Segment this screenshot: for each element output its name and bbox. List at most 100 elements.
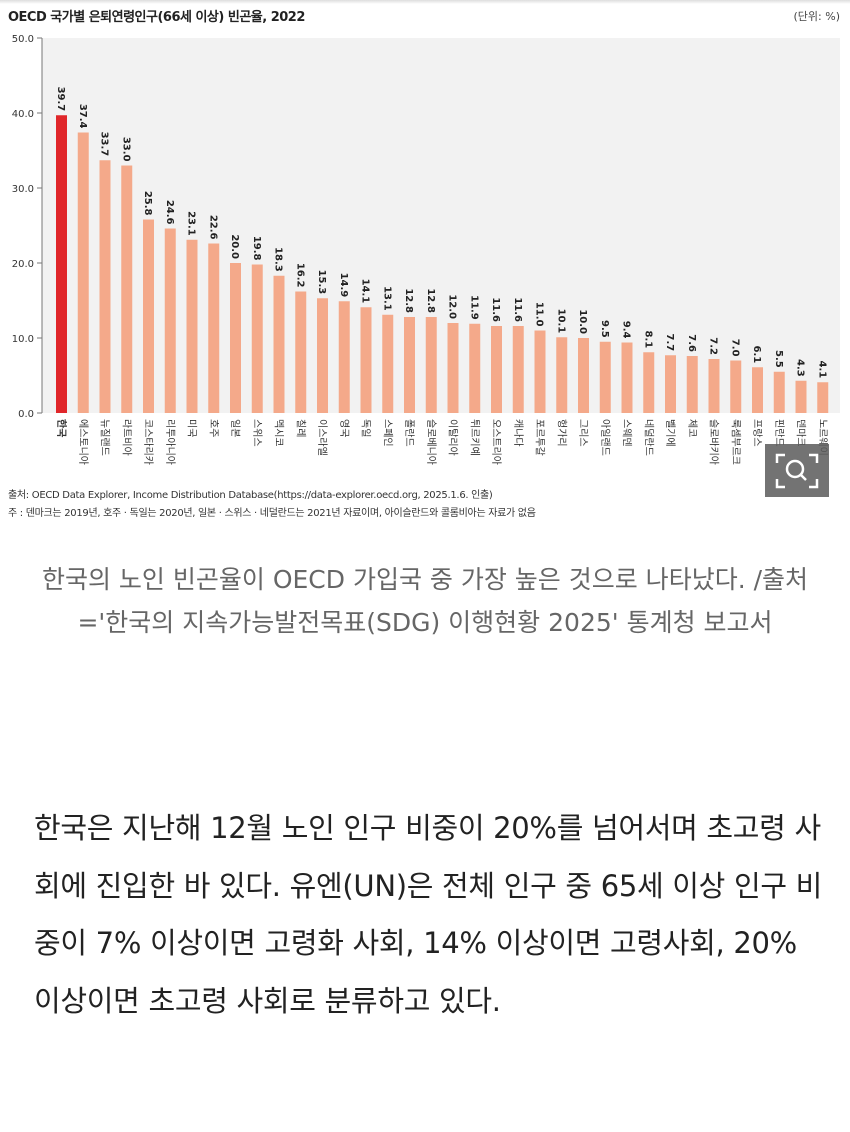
x-tick-label: 네덜란드	[642, 419, 654, 456]
bar	[251, 264, 263, 413]
bar	[404, 317, 415, 413]
x-tick-label: 스위스	[251, 419, 264, 447]
x-tick-label: 폴란드	[403, 419, 415, 447]
data-label: 20.0	[229, 234, 240, 259]
x-tick-label: 이스라엘	[316, 419, 329, 456]
y-tick-label: 40.0	[12, 109, 34, 120]
bar	[665, 355, 676, 413]
x-tick-label: 독일	[360, 419, 372, 437]
x-tick-label: 튀르키예	[468, 419, 480, 456]
bar	[708, 359, 720, 413]
y-tick-label: 30.0	[12, 184, 34, 195]
bar	[121, 165, 133, 413]
bar	[143, 219, 154, 413]
x-tick-label: 에스토니아	[77, 419, 89, 465]
chart-title: OECD 국가별 은퇴연령인구(66세 이상) 빈곤율, 2022	[8, 10, 305, 25]
bar	[186, 239, 198, 413]
bar	[382, 314, 394, 413]
bar	[512, 326, 524, 413]
data-label: 11.6	[490, 297, 501, 322]
data-label: 4.3	[795, 359, 806, 377]
bar	[230, 263, 241, 413]
data-label: 19.8	[251, 236, 262, 261]
bar-chart: 0.0 10.0 20.0 30.0 40.0 50.0 39.7 한국 37.4 에스토니아 33…	[12, 34, 840, 465]
y-tick-label: 10.0	[12, 334, 34, 345]
top-shadow	[0, 0, 850, 4]
article-paragraph: 한국은 지난해 12월 노인 인구 비중이 20%를 넘어서며 초고령 사회에 …	[34, 811, 823, 1018]
x-tick-label: 벨기에	[664, 419, 676, 447]
bar	[295, 291, 307, 413]
data-label: 25.8	[142, 191, 153, 216]
data-label: 11.6	[512, 297, 523, 322]
data-label: 10.1	[555, 309, 566, 334]
x-tick-label: 리투아니아	[164, 419, 176, 465]
x-tick-label: 체코	[686, 419, 698, 437]
data-label: 7.2	[708, 337, 719, 355]
data-label: 33.0	[120, 137, 131, 162]
bar	[447, 323, 459, 413]
image-caption: 한국의 노인 빈곤율이 OECD 가입국 중 가장 높은 것으로 나타났다. /…	[41, 565, 809, 637]
data-label: 12.8	[425, 288, 436, 313]
x-tick-label: 슬로바키아	[708, 419, 720, 465]
y-tick-label: 0.0	[18, 409, 34, 420]
bar	[99, 160, 111, 413]
data-label: 4.1	[816, 361, 827, 379]
x-tick-label: 슬로베니아	[425, 419, 437, 465]
data-label: 39.7	[55, 87, 66, 112]
x-tick-label: 이탈리아	[447, 419, 460, 456]
x-tick-label: 영국	[338, 419, 350, 437]
y-tick-label: 20.0	[12, 259, 34, 270]
x-tick-label: 아일랜드	[599, 419, 611, 456]
y-tick-label: 50.0	[12, 34, 34, 45]
plot-background	[42, 38, 840, 413]
data-label: 7.7	[664, 334, 675, 352]
bar	[208, 243, 220, 413]
data-label: 14.9	[338, 273, 349, 298]
bar	[338, 301, 350, 413]
data-label: 9.5	[599, 320, 610, 338]
x-tick-label: 코스타리카	[142, 419, 154, 465]
bar	[817, 382, 829, 413]
x-tick-label: 헝가리	[555, 419, 567, 447]
x-tick-label: 미국	[186, 419, 198, 437]
data-label: 18.3	[273, 247, 284, 272]
chart-note: 주 : 덴마크는 2019년, 호주 · 독일는 2020년, 일본 · 스위스…	[8, 508, 536, 519]
data-label: 6.1	[751, 346, 762, 364]
x-tick-label: 핀란드	[773, 419, 785, 447]
bar	[752, 367, 763, 413]
bar	[578, 338, 589, 413]
x-tick-label: 그리스	[577, 419, 589, 447]
data-label: 11.0	[534, 302, 545, 327]
bar	[599, 341, 611, 413]
data-label: 7.6	[686, 334, 697, 352]
data-label: 33.7	[99, 132, 110, 157]
data-label: 11.9	[468, 295, 479, 320]
bar	[360, 307, 372, 413]
data-label: 14.1	[360, 279, 371, 304]
bar	[425, 317, 437, 413]
bar	[730, 360, 742, 413]
data-label: 16.2	[294, 263, 305, 288]
x-tick-label: 일본	[229, 419, 241, 437]
magnifier-icon	[775, 453, 819, 488]
x-tick-label: 뉴질랜드	[99, 419, 111, 456]
bar	[773, 371, 785, 413]
chart-unit: (단위: %)	[793, 10, 840, 23]
x-tick-label: 오스트리아	[490, 419, 502, 465]
data-label: 5.5	[773, 350, 784, 368]
bar	[534, 330, 546, 413]
x-tick-label: 라트비아	[120, 419, 132, 456]
bar	[556, 337, 568, 413]
data-label: 22.6	[207, 215, 218, 240]
x-tick-label: 칠레	[294, 419, 306, 437]
bar	[56, 115, 67, 413]
data-label: 12.8	[403, 288, 414, 313]
data-label: 10.0	[577, 309, 588, 334]
bar	[621, 342, 633, 413]
zoom-image-button[interactable]	[765, 444, 829, 497]
x-tick-label: 멕시코	[273, 419, 285, 447]
bar	[273, 275, 285, 413]
bar	[491, 326, 502, 413]
x-tick-label: 스웨덴	[621, 419, 633, 447]
data-label: 23.1	[186, 211, 197, 236]
